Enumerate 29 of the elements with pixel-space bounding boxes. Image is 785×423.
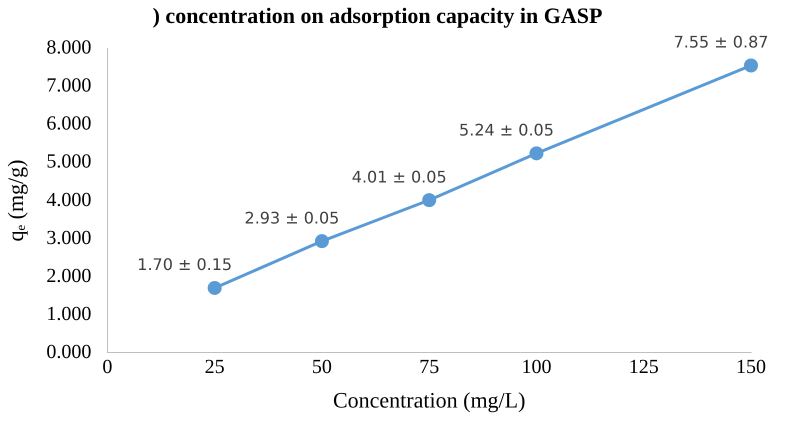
y-tick-label: 5.000 bbox=[46, 150, 92, 173]
y-tick-label: 3.000 bbox=[46, 226, 92, 249]
y-tick-label: 0.000 bbox=[46, 340, 92, 363]
point bbox=[744, 58, 758, 73]
y-tick-label: 8.000 bbox=[46, 36, 92, 59]
x-tick-label: 125 bbox=[628, 356, 659, 378]
y-tick-label: 7.000 bbox=[46, 74, 92, 97]
x-tick-label: 0 bbox=[102, 356, 112, 378]
data-label: 1.70 ± 0.15 bbox=[137, 255, 232, 274]
point bbox=[422, 193, 436, 208]
y-tick-label: 4.000 bbox=[46, 188, 92, 211]
data-label: 2.93 ± 0.05 bbox=[244, 208, 340, 228]
y-tick-label: 2.000 bbox=[46, 264, 92, 287]
y-axis-title: qₑ (mg/g) bbox=[2, 159, 28, 242]
data-label: 7.55 ± 0.87 bbox=[674, 32, 768, 52]
data-label: 4.01 ± 0.05 bbox=[352, 167, 447, 186]
point bbox=[314, 234, 329, 248]
point bbox=[529, 146, 544, 160]
x-tick-label: 150 bbox=[736, 356, 766, 378]
point bbox=[208, 280, 222, 295]
x-tick-label: 100 bbox=[521, 356, 552, 378]
x-tick-label: 25 bbox=[204, 356, 225, 378]
data-label: 5.24 ± 0.05 bbox=[459, 120, 554, 140]
y-tick-label: 6.000 bbox=[46, 112, 92, 135]
chart-title: ) concentration on adsorption capacity in GASP bbox=[152, 2, 602, 28]
x-tick-label: 50 bbox=[312, 356, 332, 378]
y-tick-label: 1.000 bbox=[46, 302, 92, 325]
x-tick-label: 75 bbox=[419, 356, 440, 378]
x-axis-title: Concentration (mg/L) bbox=[332, 388, 526, 413]
